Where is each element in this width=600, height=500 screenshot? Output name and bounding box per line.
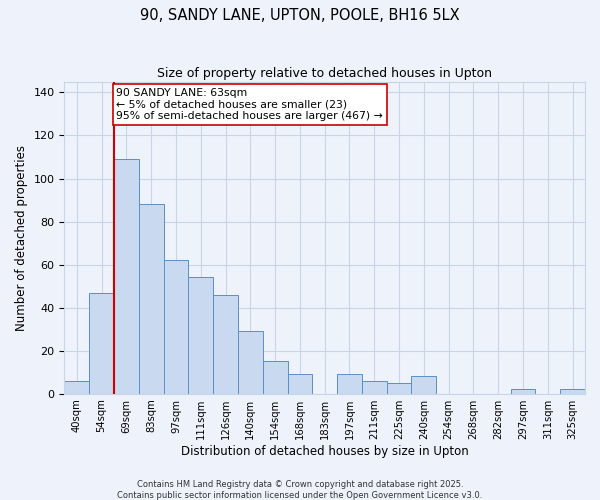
Bar — [64, 381, 89, 394]
Bar — [139, 204, 164, 394]
Text: 90, SANDY LANE, UPTON, POOLE, BH16 5LX: 90, SANDY LANE, UPTON, POOLE, BH16 5LX — [140, 8, 460, 22]
Title: Size of property relative to detached houses in Upton: Size of property relative to detached ho… — [157, 68, 492, 80]
Bar — [213, 294, 238, 394]
Bar — [164, 260, 188, 394]
Bar — [412, 376, 436, 394]
Bar — [511, 390, 535, 394]
Y-axis label: Number of detached properties: Number of detached properties — [15, 144, 28, 330]
X-axis label: Distribution of detached houses by size in Upton: Distribution of detached houses by size … — [181, 444, 469, 458]
Bar — [386, 383, 412, 394]
Bar — [337, 374, 362, 394]
Text: Contains HM Land Registry data © Crown copyright and database right 2025.
Contai: Contains HM Land Registry data © Crown c… — [118, 480, 482, 500]
Bar — [362, 381, 386, 394]
Bar — [188, 278, 213, 394]
Bar — [560, 390, 585, 394]
Bar — [263, 362, 287, 394]
Bar — [287, 374, 313, 394]
Text: 90 SANDY LANE: 63sqm
← 5% of detached houses are smaller (23)
95% of semi-detach: 90 SANDY LANE: 63sqm ← 5% of detached ho… — [116, 88, 383, 122]
Bar — [238, 332, 263, 394]
Bar — [114, 159, 139, 394]
Bar — [89, 292, 114, 394]
